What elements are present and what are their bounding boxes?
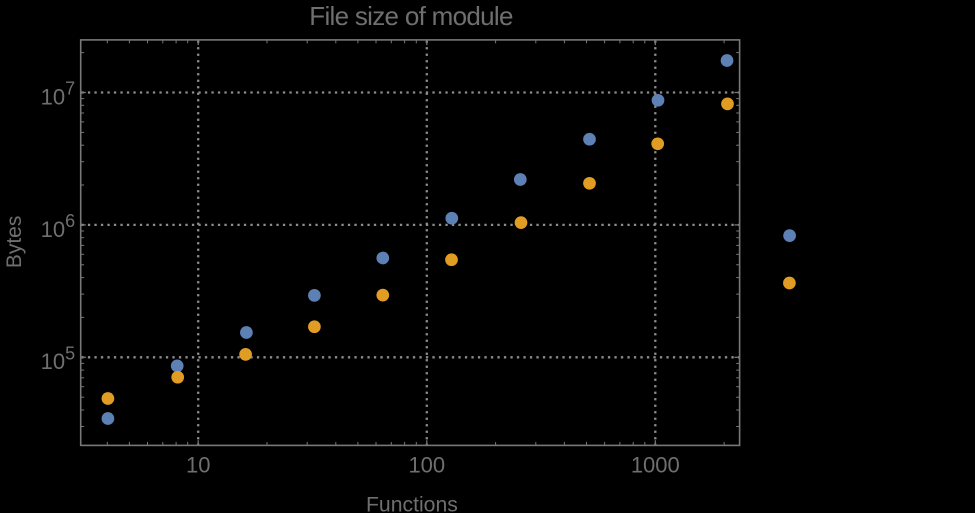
- svg-text:Functions: Functions: [366, 493, 458, 513]
- svg-text:Bytes: Bytes: [3, 216, 26, 269]
- svg-text:107: 107: [41, 79, 76, 110]
- svg-text:10: 10: [186, 452, 210, 477]
- svg-text:106: 106: [41, 211, 76, 242]
- svg-text:File size of module: File size of module: [309, 1, 513, 31]
- svg-text:1000: 1000: [631, 452, 680, 477]
- svg-text:105: 105: [41, 344, 76, 375]
- svg-text:100: 100: [408, 452, 445, 477]
